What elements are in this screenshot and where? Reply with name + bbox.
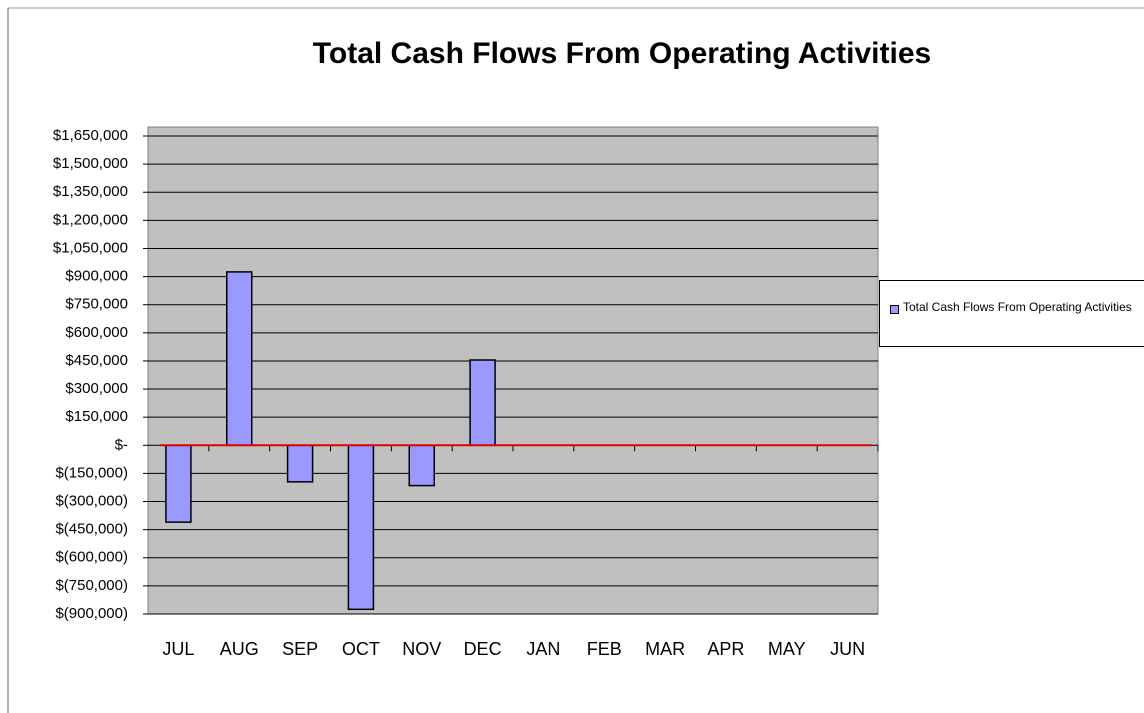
y-tick-label: $(150,000) bbox=[55, 464, 128, 481]
bar bbox=[408, 444, 435, 487]
y-tick-label: $300,000 bbox=[65, 380, 128, 397]
y-tick-label: $600,000 bbox=[65, 324, 128, 341]
x-tick-label: JUN bbox=[830, 639, 865, 659]
bar bbox=[469, 359, 496, 447]
x-tick-label: NOV bbox=[402, 639, 441, 659]
bar bbox=[347, 444, 375, 611]
x-tick-label: JAN bbox=[526, 639, 560, 659]
legend: Total Cash Flows From Operating Activiti… bbox=[879, 280, 1144, 347]
y-tick-label: $900,000 bbox=[65, 268, 128, 285]
x-tick-label: JUL bbox=[162, 639, 194, 659]
plot-area bbox=[147, 126, 879, 615]
y-tick-label: $1,650,000 bbox=[53, 127, 128, 144]
x-tick-label: MAY bbox=[768, 639, 806, 659]
bar bbox=[286, 444, 314, 483]
legend-key bbox=[890, 305, 899, 314]
y-tick-label: $150,000 bbox=[65, 408, 128, 425]
y-tick-label: $- bbox=[115, 436, 128, 453]
x-tick-label: OCT bbox=[342, 639, 380, 659]
y-tick-label: $450,000 bbox=[65, 352, 128, 369]
bar bbox=[165, 444, 192, 523]
y-tick-label: $1,050,000 bbox=[53, 239, 128, 256]
y-tick-label: $(750,000) bbox=[55, 577, 128, 594]
y-tick-label: $750,000 bbox=[65, 296, 128, 313]
y-tick-label: $1,500,000 bbox=[53, 155, 128, 172]
y-tick-label: $1,200,000 bbox=[53, 211, 128, 228]
legend-label: Total Cash Flows From Operating Activiti… bbox=[903, 300, 1132, 314]
x-tick-label: DEC bbox=[464, 639, 502, 659]
x-tick-label: MAR bbox=[645, 639, 685, 659]
chart-title: Total Cash Flows From Operating Activiti… bbox=[313, 37, 931, 70]
y-tick-label: $1,350,000 bbox=[53, 183, 128, 200]
bar bbox=[226, 271, 253, 447]
x-tick-label: AUG bbox=[220, 639, 259, 659]
y-tick-label: $(900,000) bbox=[55, 605, 128, 622]
x-tick-label: SEP bbox=[282, 639, 318, 659]
y-tick-label: $(300,000) bbox=[55, 492, 128, 509]
y-tick-label: $(450,000) bbox=[55, 521, 128, 538]
x-tick-label: APR bbox=[707, 639, 744, 659]
x-tick-label: FEB bbox=[587, 639, 622, 659]
y-tick-label: $(600,000) bbox=[55, 549, 128, 566]
